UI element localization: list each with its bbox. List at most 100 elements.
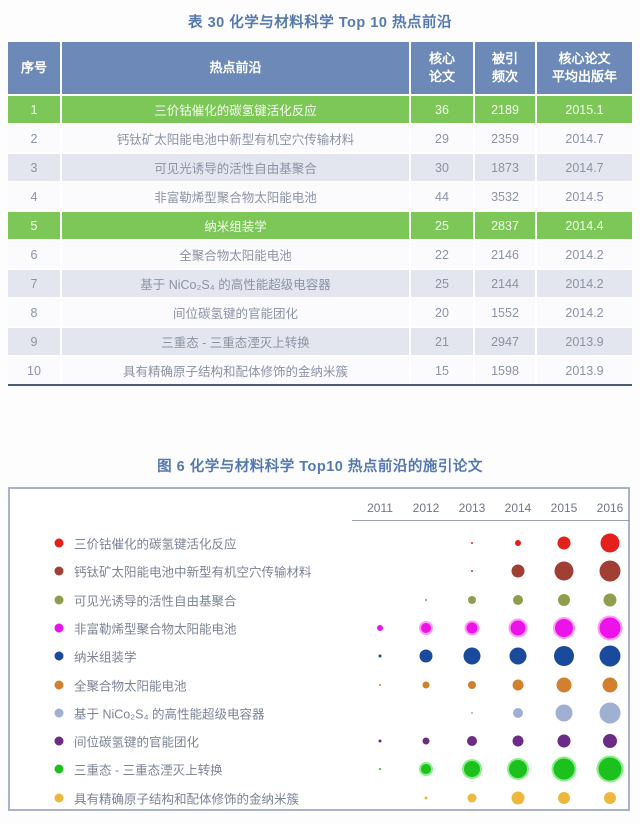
rank-cell: 8 bbox=[8, 299, 60, 326]
legend-label: 纳米组装学 bbox=[74, 650, 137, 665]
hot-fronts-table: 序号 热点前沿 核心 论文 被引 频次 核心论文 平均出版年 1 三价钴催化的碳氢键活化反… bbox=[8, 42, 632, 386]
bubble bbox=[599, 702, 621, 724]
bubble bbox=[463, 647, 481, 665]
mean-year-cell: 2014.2 bbox=[537, 241, 632, 268]
rank-cell: 7 bbox=[8, 270, 60, 297]
mean-year-cell: 2014.2 bbox=[537, 270, 632, 297]
mean-year-cell: 2013.9 bbox=[537, 357, 632, 384]
core-papers-cell: 25 bbox=[411, 270, 473, 297]
year-label: 2012 bbox=[412, 501, 440, 515]
table-title: 表 30 化学与材料科学 Top 10 热点前沿 bbox=[188, 15, 452, 31]
mean-year-cell: 2014.7 bbox=[537, 125, 632, 152]
rank-cell: 9 bbox=[8, 328, 60, 355]
legend-label: 三重态 - 三重态湮灭上转换 bbox=[74, 763, 223, 778]
table-row: 6 全聚合物太阳能电池 22 2146 2014.2 bbox=[8, 241, 632, 268]
rank-cell: 2 bbox=[8, 125, 60, 152]
citations-cell: 2146 bbox=[475, 241, 535, 268]
table-row: 2 钙钛矿太阳能电池中新型有机空穴传输材料 29 2359 2014.7 bbox=[8, 125, 632, 152]
mean-year-cell: 2013.9 bbox=[537, 328, 632, 355]
bubble bbox=[421, 764, 431, 775]
legend-dot bbox=[54, 595, 64, 605]
legend-label: 非富勒烯型聚合物太阳能电池 bbox=[74, 622, 237, 637]
table-row: 8 间位碳氢键的官能团化 20 1552 2014.2 bbox=[8, 299, 632, 326]
legend-label: 钙钛矿太阳能电池中新型有机空穴传输材料 bbox=[74, 565, 312, 580]
legend-dot bbox=[54, 708, 64, 718]
bubble bbox=[419, 649, 433, 663]
bubble bbox=[422, 681, 430, 688]
bubble bbox=[466, 622, 478, 634]
bubble bbox=[555, 704, 573, 722]
citations-cell: 2947 bbox=[475, 328, 535, 355]
bubble bbox=[513, 594, 523, 605]
topic-cell: 纳米组装学 bbox=[62, 212, 409, 239]
citations-cell: 3532 bbox=[475, 183, 535, 210]
topic-cell: 基于 NiCo₂S₄ 的高性能超级电容器 bbox=[62, 270, 409, 297]
bubble bbox=[553, 758, 575, 780]
core-papers-cell: 44 bbox=[411, 183, 473, 210]
mean-year-cell: 2015.1 bbox=[537, 96, 632, 123]
core-papers-cell: 30 bbox=[411, 154, 473, 181]
bubble bbox=[378, 654, 382, 658]
citations-cell: 1873 bbox=[475, 154, 535, 181]
bubble bbox=[471, 570, 473, 573]
topic-cell: 可见光诱导的活性自由基聚合 bbox=[62, 154, 409, 181]
legend-dot bbox=[54, 538, 64, 548]
core-papers-cell: 15 bbox=[411, 357, 473, 384]
citations-cell: 2359 bbox=[475, 125, 535, 152]
mean-year-cell: 2014.7 bbox=[537, 154, 632, 181]
bubble bbox=[468, 595, 476, 604]
table-row: 4 非富勒烯型聚合物太阳能电池 44 3532 2014.5 bbox=[8, 183, 632, 210]
bubble bbox=[513, 707, 523, 718]
bubble bbox=[557, 734, 571, 748]
bubble bbox=[598, 757, 622, 781]
rank-cell: 5 bbox=[8, 212, 60, 239]
bubble bbox=[511, 791, 525, 805]
legend-dot bbox=[54, 623, 64, 633]
column-header: 热点前沿 bbox=[62, 42, 409, 94]
column-header: 核心 论文 bbox=[411, 42, 473, 94]
citations-cell: 2189 bbox=[475, 96, 535, 123]
table-row: 5 纳米组装学 25 2837 2014.4 bbox=[8, 212, 632, 239]
bubble bbox=[554, 646, 574, 667]
legend-dot bbox=[54, 651, 64, 661]
legend-label: 三价钴催化的碳氢键活化反应 bbox=[74, 537, 237, 552]
topic-cell: 三价钴催化的碳氢键活化反应 bbox=[62, 96, 409, 123]
bubble bbox=[554, 561, 574, 581]
legend-dot bbox=[54, 680, 64, 689]
topic-cell: 具有精确原子结构和配体修饰的金纳米簇 bbox=[62, 357, 409, 384]
column-header: 序号 bbox=[8, 42, 60, 94]
table-row: 9 三重态 - 三重态湮灭上转换 21 2947 2013.9 bbox=[8, 328, 632, 355]
table-row: 3 可见光诱导的活性自由基聚合 30 1873 2014.7 bbox=[8, 154, 632, 181]
bubble bbox=[467, 793, 477, 803]
bubble bbox=[471, 542, 473, 544]
rank-cell: 1 bbox=[8, 96, 60, 123]
legend-label: 具有精确原子结构和配体修饰的金纳米簇 bbox=[74, 792, 300, 807]
bubble bbox=[603, 593, 617, 607]
rank-cell: 4 bbox=[8, 183, 60, 210]
legend-dot bbox=[54, 793, 64, 803]
core-papers-cell: 21 bbox=[411, 328, 473, 355]
legend-label: 基于 NiCo₂S₄ 的高性能超级电容器 bbox=[74, 707, 265, 722]
table-row: 1 三价钴催化的碳氢键活化反应 36 2189 2015.1 bbox=[8, 96, 632, 123]
bubble bbox=[468, 680, 476, 689]
bubble bbox=[379, 768, 381, 771]
citations-cell: 2837 bbox=[475, 212, 535, 239]
bubble bbox=[511, 564, 525, 578]
bubble bbox=[603, 734, 617, 749]
citations-cell: 1598 bbox=[475, 357, 535, 384]
bubble bbox=[512, 679, 524, 690]
year-axis-line bbox=[352, 520, 630, 521]
legend-dot bbox=[54, 764, 64, 774]
table-row: 7 基于 NiCo₂S₄ 的高性能超级电容器 25 2144 2014.2 bbox=[8, 270, 632, 297]
citations-cell: 1552 bbox=[475, 299, 535, 326]
bubble bbox=[471, 711, 473, 714]
column-header: 核心论文 平均出版年 bbox=[537, 42, 632, 94]
bubble bbox=[555, 618, 573, 637]
topic-cell: 非富勒烯型聚合物太阳能电池 bbox=[62, 183, 409, 210]
column-header: 被引 频次 bbox=[475, 42, 535, 94]
bubble bbox=[600, 533, 620, 553]
core-papers-cell: 25 bbox=[411, 212, 473, 239]
rank-cell: 10 bbox=[8, 357, 60, 384]
rank-cell: 3 bbox=[8, 154, 60, 181]
bubble bbox=[556, 677, 572, 692]
